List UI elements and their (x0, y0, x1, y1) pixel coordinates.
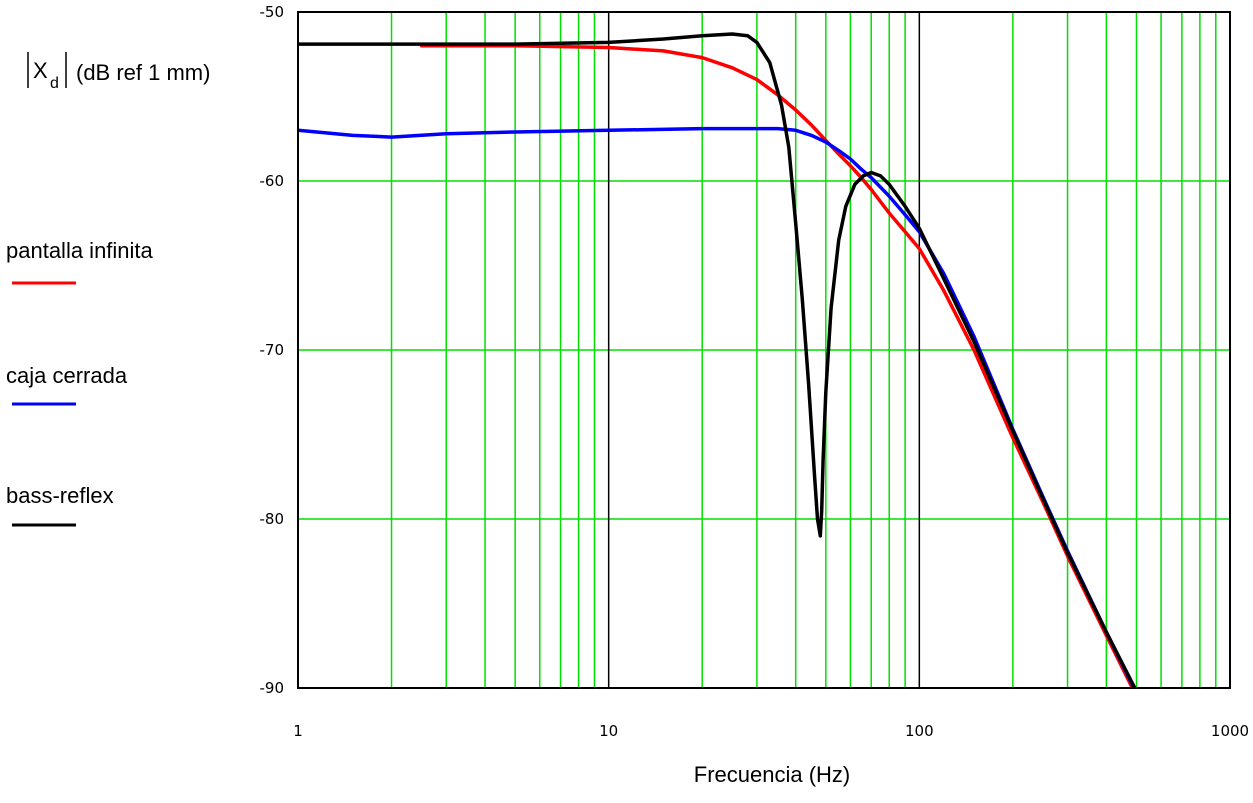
x-tick-label: 10 (599, 722, 618, 740)
tick-labels: 1 10 100 1000 -50 -60 -70 -80 -90 (260, 3, 1250, 740)
series-line-bass-reflex (298, 32, 1137, 688)
legend-label-caja-cerrada: caja cerrada (6, 363, 128, 388)
y-axis-units: (dB ref 1 mm) (76, 60, 210, 85)
series-line-caja-cerrada (298, 126, 1136, 688)
series-layer (298, 32, 1137, 688)
y-tick-label: -60 (260, 172, 285, 190)
grid (297, 11, 1231, 689)
plot-frame (297, 11, 1231, 689)
y-tick-label: -50 (260, 3, 285, 21)
legend-item-caja-cerrada: caja cerrada (6, 363, 128, 406)
x-tick-label: 1000 (1211, 722, 1249, 740)
legend-label-pantalla-infinita: pantalla infinita (6, 238, 154, 263)
legend-label-bass-reflex: bass-reflex (6, 483, 114, 508)
x-axis-title: Frecuencia (Hz) (694, 762, 850, 787)
y-tick-label: -70 (260, 341, 285, 359)
y-axis-label: X d (dB ref 1 mm) (27, 52, 210, 92)
legend-item-pantalla-infinita: pantalla infinita (6, 238, 154, 285)
legend-item-bass-reflex: bass-reflex (6, 483, 114, 527)
x-tick-label: 1 (293, 722, 303, 740)
x-tick-label: 100 (905, 722, 934, 740)
y-tick-label: -80 (260, 510, 285, 528)
legend: pantalla infinita caja cerrada bass-refl… (6, 238, 154, 527)
y-axis-subscript: d (50, 75, 59, 92)
series-line-pantalla-infinita (419, 44, 1135, 688)
y-axis-symbol: X (33, 58, 48, 83)
y-tick-label: -90 (260, 679, 285, 697)
